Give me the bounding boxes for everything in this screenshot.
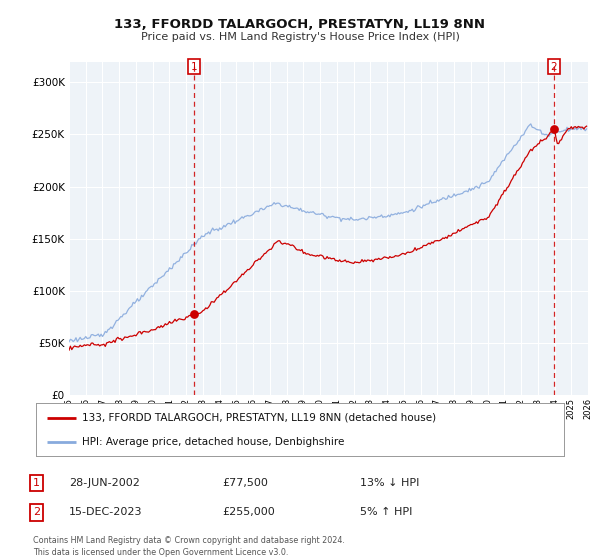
Point bbox=[190, 310, 199, 319]
Text: Contains HM Land Registry data © Crown copyright and database right 2024.
This d: Contains HM Land Registry data © Crown c… bbox=[33, 536, 345, 557]
Text: HPI: Average price, detached house, Denbighshire: HPI: Average price, detached house, Denb… bbox=[82, 437, 345, 447]
Text: 2: 2 bbox=[551, 62, 557, 72]
Text: 133, FFORDD TALARGOCH, PRESTATYN, LL19 8NN: 133, FFORDD TALARGOCH, PRESTATYN, LL19 8… bbox=[115, 18, 485, 31]
Text: £255,000: £255,000 bbox=[222, 507, 275, 517]
Text: 1: 1 bbox=[33, 478, 40, 488]
Text: 1: 1 bbox=[191, 62, 198, 72]
Text: Price paid vs. HM Land Registry's House Price Index (HPI): Price paid vs. HM Land Registry's House … bbox=[140, 32, 460, 43]
Point bbox=[549, 125, 559, 134]
Text: 28-JUN-2002: 28-JUN-2002 bbox=[69, 478, 140, 488]
Text: 13% ↓ HPI: 13% ↓ HPI bbox=[360, 478, 419, 488]
Text: 2: 2 bbox=[33, 507, 40, 517]
Text: 133, FFORDD TALARGOCH, PRESTATYN, LL19 8NN (detached house): 133, FFORDD TALARGOCH, PRESTATYN, LL19 8… bbox=[82, 413, 437, 423]
Text: £77,500: £77,500 bbox=[222, 478, 268, 488]
Text: 15-DEC-2023: 15-DEC-2023 bbox=[69, 507, 143, 517]
Text: 5% ↑ HPI: 5% ↑ HPI bbox=[360, 507, 412, 517]
